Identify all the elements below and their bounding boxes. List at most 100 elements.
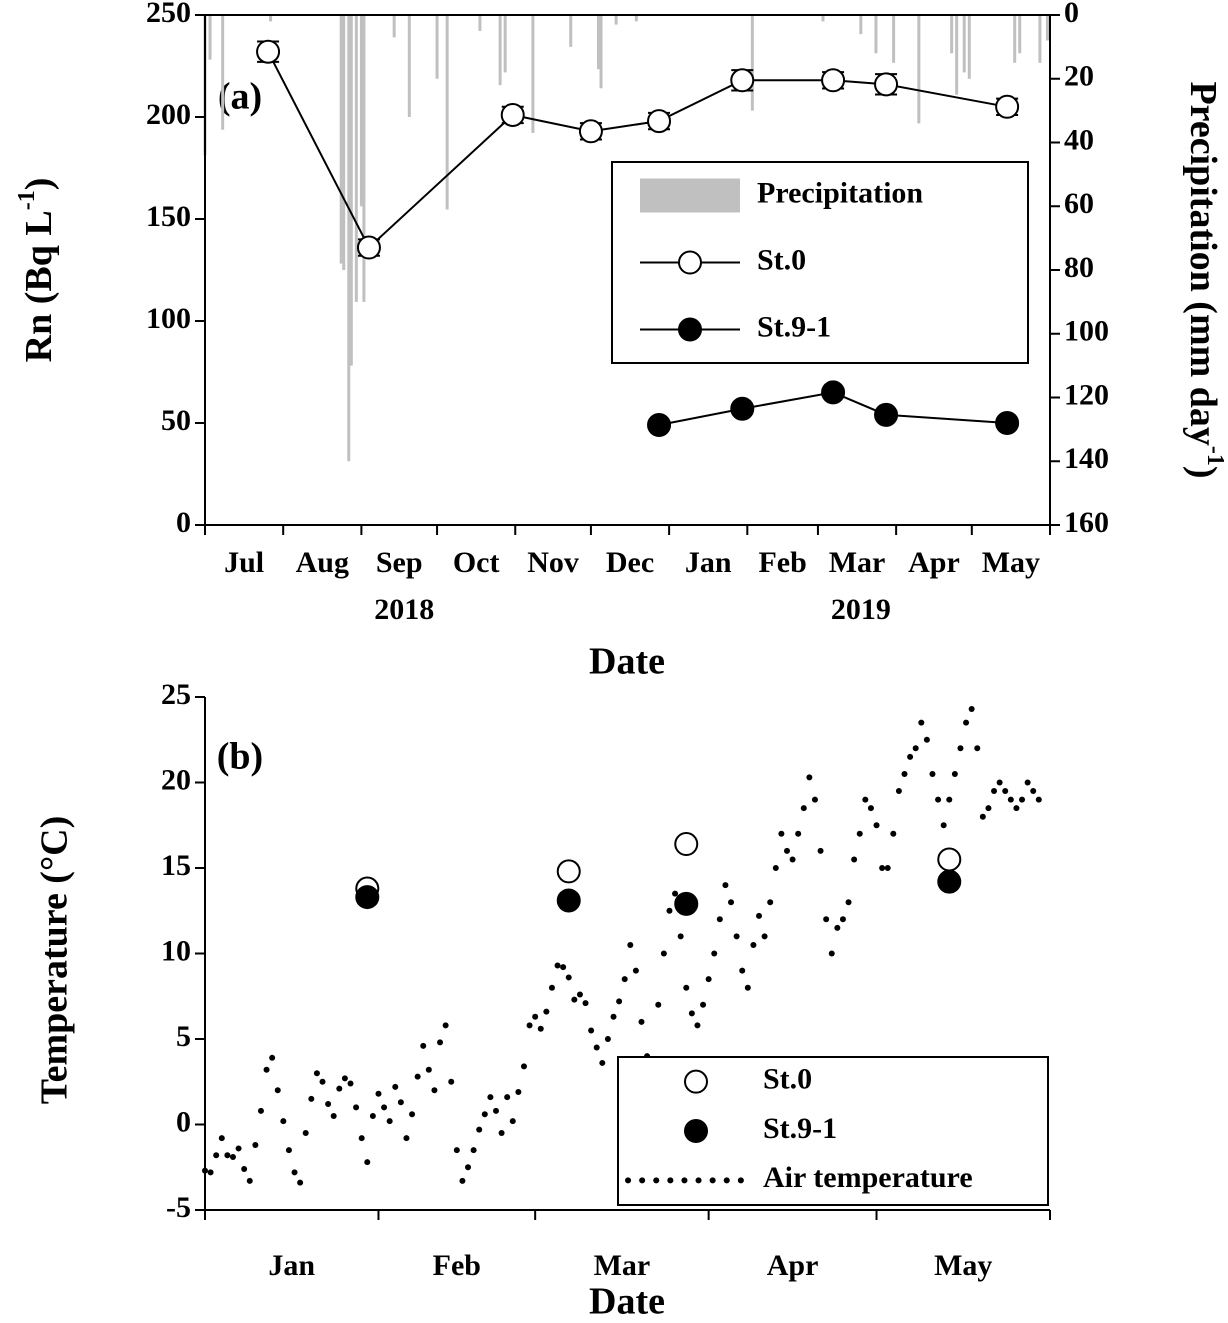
dot (744, 984, 751, 991)
panel (202, 705, 1042, 1186)
dot (386, 1118, 393, 1125)
y2-tick-label: 120 (1064, 378, 1109, 411)
bar (599, 15, 603, 89)
dot (795, 830, 802, 837)
marker (995, 411, 1020, 435)
dot (728, 899, 735, 906)
dot (1024, 779, 1031, 786)
y-tick-label: 250 (146, 0, 191, 29)
axes: 0 50 100 150 200 250 0 20 40 60 80 100 120 140 160 Jul A… (146, 0, 1109, 626)
x-tick-label: Mar (829, 546, 886, 579)
dot (453, 1147, 460, 1154)
bar (892, 15, 896, 63)
dot (437, 1039, 444, 1046)
y-tick-label: 15 (161, 849, 191, 882)
y-axis-label-end: ) (18, 178, 60, 191)
dot (593, 1044, 600, 1051)
y2-tick-label: 100 (1064, 315, 1109, 348)
dot (660, 950, 667, 957)
legend-marker (678, 250, 702, 275)
dot (409, 1111, 416, 1118)
dot (610, 1013, 617, 1020)
y2-axis-label-sup: -1 (1202, 446, 1228, 466)
dot (526, 1022, 533, 1029)
dot (851, 856, 858, 863)
bar (342, 15, 346, 270)
marker (821, 380, 846, 405)
x-tick-label: Mar (594, 1249, 651, 1282)
y-tick-label: 100 (146, 302, 191, 335)
x-tick-label: Nov (527, 546, 579, 579)
dot (940, 822, 947, 829)
dot (520, 1063, 527, 1070)
dot (509, 1118, 516, 1125)
bar (498, 15, 502, 86)
dot (459, 1177, 466, 1184)
dot (487, 1094, 494, 1101)
y-tick-label: 20 (161, 763, 191, 796)
dot (319, 1078, 326, 1085)
bar (531, 15, 535, 133)
legend-label: Precipitation (757, 176, 923, 209)
legend-label: St.0 (757, 243, 806, 276)
dot (246, 1177, 253, 1184)
dot (515, 1089, 522, 1096)
dot (1030, 788, 1037, 795)
dot (778, 830, 785, 837)
dot (492, 1107, 499, 1114)
dot (968, 705, 975, 712)
x-tick-label: Feb (758, 546, 806, 579)
dot (856, 830, 863, 837)
dot (235, 1145, 242, 1152)
x-axis-label: Date (589, 1281, 665, 1323)
y2-tick-label: 80 (1064, 251, 1094, 284)
dot (918, 719, 925, 726)
dot (425, 1066, 432, 1073)
dot (879, 865, 886, 871)
y-tick-label: 0 (176, 1105, 191, 1138)
dot (873, 822, 880, 829)
dot (789, 856, 796, 863)
dot (912, 745, 919, 752)
dot (229, 1153, 236, 1160)
marker (674, 832, 699, 857)
dot (347, 1080, 354, 1087)
y-axis-label-text: Rn (Bq L (18, 210, 60, 362)
dot (985, 805, 992, 812)
x-tick-label: Aug (296, 546, 349, 579)
bar (208, 15, 212, 60)
y2-axis-label: Precipitation (mm day-1) (1182, 81, 1228, 478)
marker (647, 109, 672, 134)
dot (576, 991, 583, 998)
bar (917, 15, 921, 124)
legend: Precipitation St.0 St.9-1 (611, 161, 1029, 364)
bar (445, 15, 449, 210)
dot (694, 1022, 701, 1029)
bar (1045, 15, 1049, 41)
dot (375, 1090, 382, 1097)
dot (621, 976, 628, 983)
bar (569, 15, 573, 47)
dot (537, 1025, 544, 1032)
dot (280, 1118, 287, 1125)
dot (963, 719, 970, 726)
dot (588, 1027, 595, 1034)
dot (218, 1135, 225, 1142)
y-axis-label: Rn (Bq L-1) (14, 178, 60, 363)
y-tick-label: -5 (166, 1191, 191, 1224)
x-axis-label: Date (589, 641, 665, 683)
bar (349, 15, 353, 366)
dot (285, 1147, 292, 1154)
bar (955, 15, 959, 95)
dot (565, 974, 572, 981)
dot (974, 745, 981, 752)
dot (481, 1111, 488, 1118)
dot (839, 916, 846, 923)
dot (325, 1100, 332, 1107)
dot (465, 1164, 472, 1171)
bar (359, 15, 363, 207)
x-tick-label: Apr (767, 1249, 819, 1282)
dot (907, 753, 914, 760)
dot (750, 941, 757, 948)
dot (548, 984, 555, 991)
